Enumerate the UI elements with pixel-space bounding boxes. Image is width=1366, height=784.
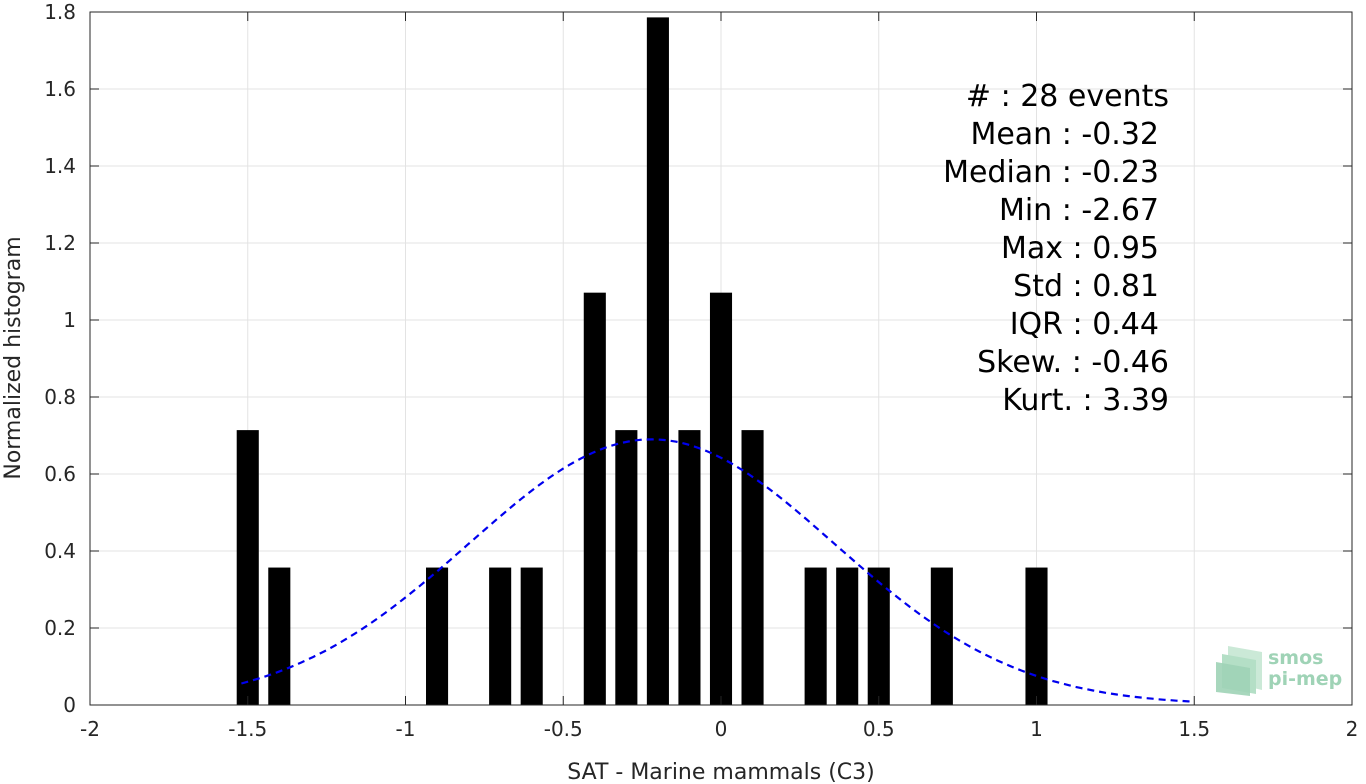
- histogram-bar: [741, 430, 764, 705]
- histogram-bar: [709, 292, 733, 705]
- x-tick-label: 2: [1346, 717, 1359, 741]
- histogram-bar: [930, 567, 953, 705]
- histogram-bar: [836, 567, 859, 705]
- stat-line: Mean : -0.32: [970, 117, 1159, 152]
- y-tick-label: 1: [63, 308, 76, 332]
- histogram-bar: [867, 567, 890, 705]
- x-tick-label: 1: [1030, 717, 1043, 741]
- stat-line: Std : 0.81: [1013, 269, 1159, 304]
- x-tick-label: -1.5: [228, 717, 267, 741]
- axes-box: [89, 11, 1353, 706]
- x-tick-label: 1.5: [1178, 717, 1210, 741]
- stat-line: Kurt. : 3.39: [1002, 383, 1169, 418]
- x-tick-labels: -2 -1.5 -1 -0.5 0 0.5 1 1.5 2: [80, 717, 1358, 741]
- stat-line: Median : -0.23: [943, 155, 1159, 190]
- x-axis-label: SAT - Marine mammals (C3): [567, 760, 875, 784]
- histogram-bars: [236, 17, 1048, 705]
- y-tick-label: 0.8: [44, 385, 76, 409]
- y-tick-label: 0.4: [44, 539, 76, 563]
- stat-line: Skew. : -0.46: [977, 345, 1169, 380]
- y-tick-label: 0.2: [44, 616, 76, 640]
- logo-line1: smos: [1268, 647, 1323, 669]
- y-tick-label: 1.2: [44, 231, 76, 255]
- histogram-bar: [678, 430, 701, 705]
- y-tick-label: 1.4: [44, 154, 76, 178]
- y-axis-label: Normalized histogram: [1, 236, 26, 479]
- logo-layers-icon: [1216, 646, 1262, 696]
- histogram-bar: [1025, 567, 1048, 705]
- x-tick-label: -1: [396, 717, 416, 741]
- histogram-bar: [615, 430, 638, 705]
- smos-pimep-logo: smos pi-mep: [1216, 646, 1342, 696]
- histogram-bar: [236, 430, 259, 705]
- y-tick-label: 0.6: [44, 462, 76, 486]
- x-tick-label: 0: [715, 717, 728, 741]
- y-tick-labels: 0 0.2 0.4 0.6 0.8 1 1.2 1.4 1.6 1.8: [44, 0, 76, 717]
- normal-fit-curve: [241, 438, 1195, 703]
- x-tick-label: 0.5: [863, 717, 895, 741]
- logo-line2: pi-mep: [1268, 668, 1342, 690]
- histogram-bar: [646, 17, 669, 705]
- stat-line: # : 28 events: [966, 79, 1169, 114]
- axes: [89, 11, 1353, 706]
- histogram-bar: [520, 567, 543, 705]
- stat-line: Max : 0.95: [1001, 231, 1159, 266]
- stat-line: IQR : 0.44: [1010, 307, 1159, 342]
- y-tick-label: 1.6: [44, 77, 76, 101]
- x-tick-label: -0.5: [544, 717, 583, 741]
- y-tick-label: 0: [63, 693, 76, 717]
- x-tick-label: -2: [80, 717, 100, 741]
- y-tick-label: 1.8: [44, 0, 76, 24]
- histogram-bar: [426, 567, 449, 705]
- stat-line: Min : -2.67: [999, 193, 1159, 228]
- histogram-bar: [268, 567, 291, 705]
- histogram-bar: [583, 292, 606, 705]
- histogram-bar: [489, 567, 512, 705]
- histogram-bar: [804, 567, 827, 705]
